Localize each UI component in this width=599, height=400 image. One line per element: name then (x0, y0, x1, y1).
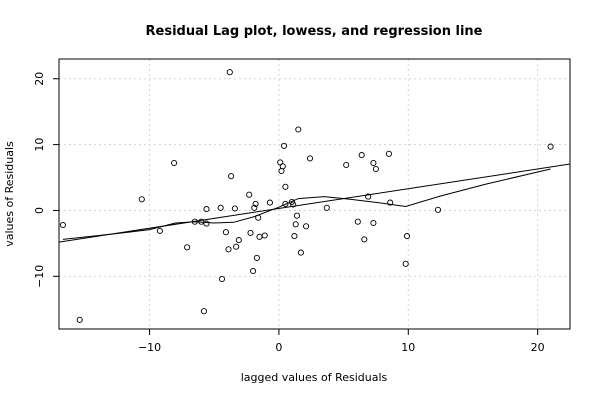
y-axis-label: values of Residuals (3, 141, 16, 247)
fit-lines (58, 163, 571, 243)
data-point (403, 233, 411, 240)
data-point (306, 155, 314, 162)
data-point (156, 227, 163, 234)
data-point (282, 183, 289, 190)
x-tick-label: 0 (275, 341, 282, 354)
data-point (253, 254, 260, 261)
data-point (292, 221, 299, 228)
data-point (282, 200, 289, 207)
data-point (293, 212, 301, 219)
data-point (323, 204, 330, 211)
data-point (372, 165, 379, 173)
data-point (191, 218, 198, 225)
data-point (361, 236, 368, 243)
data-point (231, 205, 238, 212)
data-point (184, 244, 191, 251)
data-point (370, 159, 377, 167)
data-point (255, 214, 262, 221)
axes: −10 0 10 20 −10 0 10 20 (33, 72, 545, 354)
data-point (343, 161, 350, 169)
y-tick-label: 0 (33, 207, 46, 214)
data-point (233, 243, 240, 250)
data-point (387, 199, 394, 206)
y-tick-label: 20 (33, 72, 46, 86)
data-point (225, 246, 232, 253)
y-tick-label: 10 (33, 138, 46, 152)
data-point (547, 143, 554, 150)
data-point (222, 229, 229, 236)
data-point (228, 173, 235, 180)
data-point (297, 249, 304, 256)
data-point (76, 316, 83, 323)
x-tick-label: 10 (401, 341, 415, 354)
data-point (59, 221, 66, 229)
data-point (203, 206, 210, 213)
data-point (200, 308, 207, 315)
data-point (235, 237, 242, 244)
data-point (402, 260, 409, 267)
data-point (290, 201, 297, 208)
data-point (365, 193, 372, 200)
data-point (218, 275, 226, 283)
plot-frame (58, 58, 571, 330)
data-point (370, 219, 377, 227)
data-point (434, 206, 442, 213)
data-point (279, 163, 286, 170)
data-points (59, 69, 554, 323)
data-point (261, 232, 268, 239)
data-point (138, 196, 145, 203)
chart-title: Residual Lag plot, lowess, and regressio… (146, 24, 483, 39)
x-axis-label: lagged values of Residuals (241, 371, 388, 384)
data-point (217, 204, 224, 211)
data-point (203, 220, 210, 227)
data-point (281, 142, 288, 149)
data-point (303, 223, 310, 230)
data-point (295, 126, 302, 133)
data-point (247, 229, 254, 236)
x-tick-label: −10 (138, 341, 161, 354)
data-point (251, 204, 258, 211)
grid-lines (59, 59, 570, 329)
data-point (385, 150, 392, 157)
data-point (226, 69, 233, 76)
data-point (291, 233, 298, 240)
data-point (246, 191, 253, 198)
regression-line (58, 163, 571, 243)
data-point (250, 267, 257, 275)
x-tick-label: 20 (531, 341, 545, 354)
lowess-curve (62, 168, 551, 240)
data-point (266, 199, 273, 206)
data-point (358, 152, 365, 159)
data-point (354, 218, 361, 225)
data-point (256, 233, 263, 240)
data-point (171, 159, 178, 167)
data-point (198, 218, 205, 225)
data-point (252, 200, 259, 207)
y-tick-label: −10 (33, 265, 46, 288)
